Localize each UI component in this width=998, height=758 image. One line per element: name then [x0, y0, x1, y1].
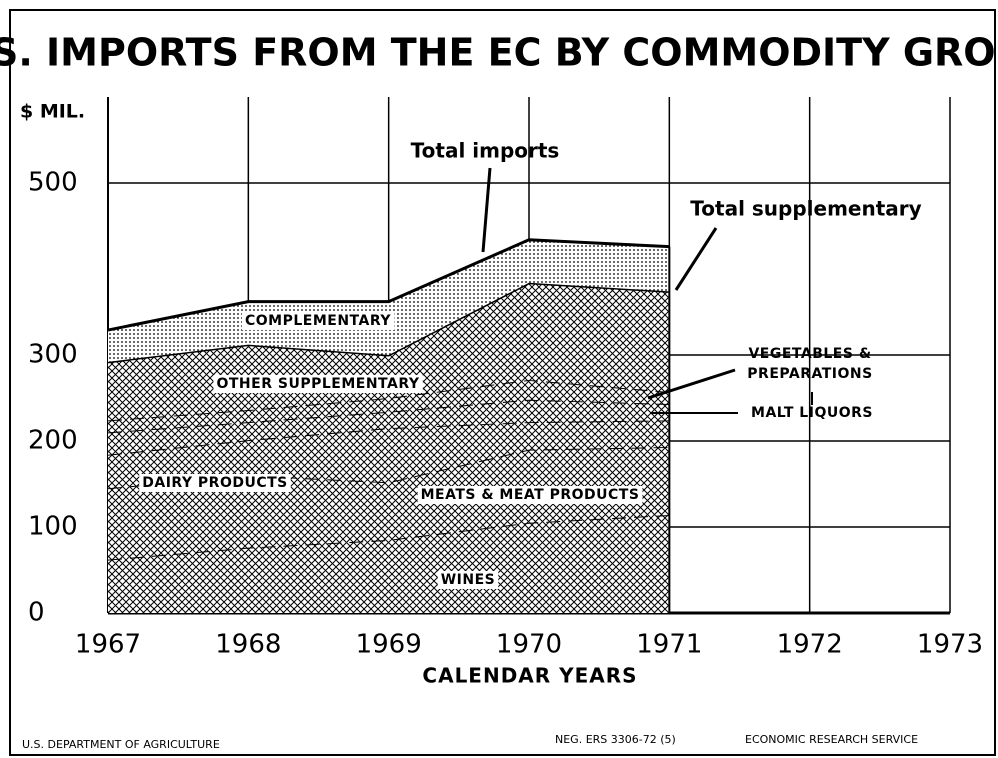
annotation-arrow	[481, 167, 492, 253]
x-tick-label: 1968	[215, 630, 281, 660]
x-tick-label: 1972	[777, 630, 843, 660]
series-label: MALT LIQUORS	[751, 405, 873, 421]
x-tick-label: 1969	[356, 630, 422, 660]
y-tick-label: 300	[28, 340, 78, 370]
y-tick-label: 500	[28, 168, 78, 198]
x-axis-label: CALENDAR YEARS	[422, 664, 637, 688]
area-edge	[107, 238, 670, 332]
series-label: MEATS & MEAT PRODUCTS	[421, 487, 640, 503]
series-label: COMPLEMENTARY	[245, 313, 391, 329]
annotation-arrow	[647, 368, 736, 400]
x-tick-label: 1970	[496, 630, 562, 660]
label-background	[417, 486, 643, 504]
area	[108, 420, 670, 489]
annotation: Total supplementary	[690, 197, 921, 221]
y-tick-label: 0	[28, 598, 45, 628]
series-label: DAIRY PRODUCTS	[142, 475, 288, 491]
area	[108, 514, 670, 613]
area	[108, 239, 670, 362]
frame	[9, 9, 996, 756]
x-tick-label: 1967	[75, 630, 141, 660]
label-background	[213, 375, 423, 393]
y-tick-label: 200	[28, 426, 78, 456]
label-background	[241, 312, 395, 330]
x-tick-label: 1971	[636, 630, 702, 660]
area	[108, 447, 670, 560]
annotation-arrow	[674, 227, 718, 291]
series-label: VEGETABLES & PREPARATIONS	[747, 346, 873, 382]
area	[108, 399, 670, 455]
footer: NEG. ERS 3306-72 (5)	[555, 733, 676, 746]
label-background	[139, 474, 291, 492]
y-axis-label: $ MIL.	[20, 101, 85, 123]
chart-title: U.S. IMPORTS FROM THE EC BY COMMODITY GR…	[0, 31, 998, 75]
series-label: WINES	[441, 572, 496, 588]
x-tick-label: 1973	[917, 630, 983, 660]
footer: U.S. DEPARTMENT OF AGRICULTURE	[22, 738, 220, 751]
label-background	[437, 571, 499, 589]
annotation: Total imports	[411, 139, 560, 163]
area	[108, 379, 670, 433]
y-tick-label: 100	[28, 512, 78, 542]
footer: ECONOMIC RESEARCH SERVICE	[745, 733, 918, 746]
series-label: OTHER SUPPLEMENTARY	[216, 376, 419, 392]
